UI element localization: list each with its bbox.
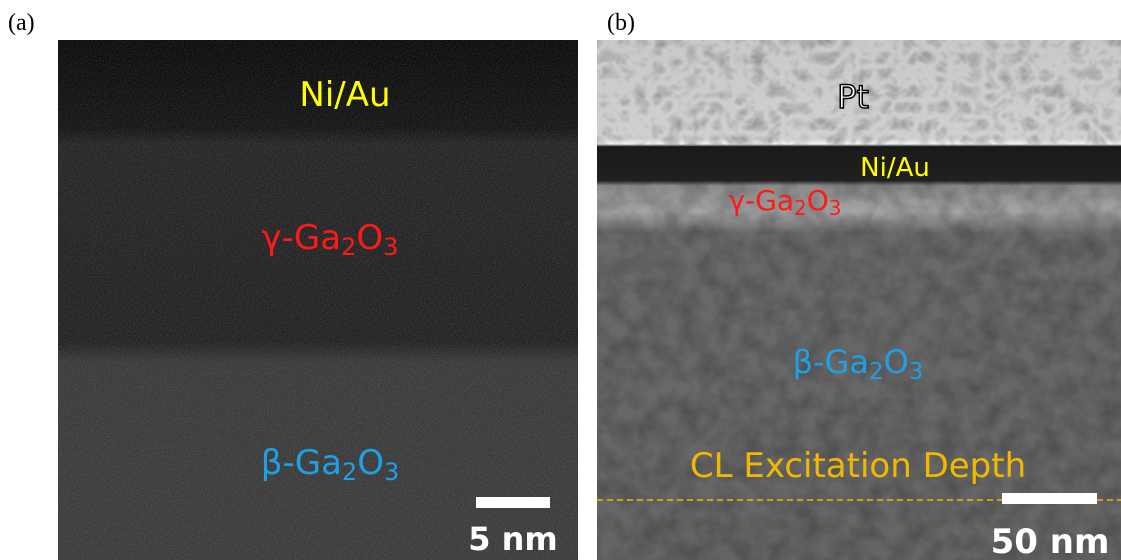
scale-bar <box>476 497 550 508</box>
annotation: Ni/Au <box>860 153 930 183</box>
annotation: Pt <box>837 78 869 116</box>
scale-label: 5 nm <box>468 520 558 558</box>
scale-bar <box>1002 493 1097 504</box>
annotation: γ-Ga2O3 <box>262 218 399 261</box>
annotation: γ-Ga2O3 <box>728 184 841 220</box>
annotation: β-Ga2O3 <box>793 343 924 385</box>
scale-label: 50 nm <box>991 522 1110 560</box>
panel-label: (b) <box>607 10 635 36</box>
panel-label: (a) <box>8 10 35 36</box>
figure: (a) (b) Ni/Au γ-Ga2O3 β-Ga2O3 5 nm Pt Ni… <box>0 0 1121 560</box>
annotation: β-Ga2O3 <box>261 443 399 486</box>
annotation: CL Excitation Depth <box>690 446 1026 486</box>
annotation: Ni/Au <box>299 75 390 115</box>
